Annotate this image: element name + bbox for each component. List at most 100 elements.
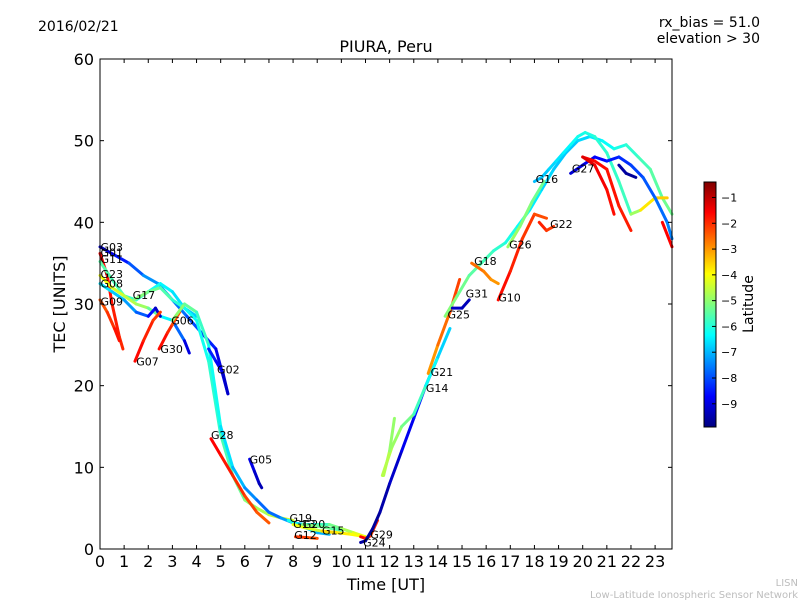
series-segment bbox=[157, 331, 170, 351]
satellite-label: G09 bbox=[100, 296, 123, 309]
series-segment bbox=[564, 139, 580, 155]
x-tick-label: 13 bbox=[404, 552, 424, 571]
satellite-label: G13 bbox=[293, 518, 316, 531]
series-segment bbox=[141, 318, 155, 343]
series-segment bbox=[141, 273, 160, 286]
x-tick-label: 0 bbox=[95, 552, 105, 571]
series-segment bbox=[443, 294, 459, 318]
x-tick-label: 18 bbox=[524, 552, 544, 571]
x-tick-label: 21 bbox=[597, 552, 617, 571]
satellite-label: G29 bbox=[370, 528, 393, 541]
series-segment bbox=[426, 343, 440, 375]
satellite-label: G03 bbox=[100, 241, 123, 254]
x-tick-label: 5 bbox=[216, 552, 226, 571]
satellite-label: G11 bbox=[100, 253, 123, 266]
series-segment bbox=[371, 510, 382, 531]
series-segment bbox=[158, 286, 174, 302]
colorbar bbox=[703, 181, 717, 428]
series-segment bbox=[605, 167, 621, 208]
series-segment bbox=[257, 482, 264, 490]
elevation-label: elevation > 30 bbox=[657, 31, 760, 47]
series-segment bbox=[146, 306, 158, 318]
satellite-label: G31 bbox=[466, 287, 489, 300]
series-segment bbox=[593, 135, 609, 155]
y-axis-label: TEC [UNITS] bbox=[50, 256, 69, 354]
series-segment bbox=[412, 384, 428, 416]
series-segment bbox=[112, 327, 121, 343]
series-segment bbox=[122, 298, 138, 314]
satellite-label: G14 bbox=[426, 382, 449, 395]
series-segment bbox=[528, 188, 544, 212]
series-segment bbox=[255, 506, 271, 517]
series-segment bbox=[532, 212, 548, 220]
x-tick-label: 22 bbox=[621, 552, 641, 571]
series-segment bbox=[569, 135, 580, 147]
series-unlabeled-33 bbox=[660, 220, 674, 249]
series-segment bbox=[182, 302, 199, 314]
series-segment bbox=[267, 510, 283, 520]
x-tick-label: 8 bbox=[288, 552, 298, 571]
series-segment bbox=[561, 143, 573, 155]
satellite-label: G15 bbox=[322, 524, 345, 537]
colorbar-tick-label: −1 bbox=[721, 191, 737, 204]
series-segment bbox=[134, 310, 150, 318]
x-tick-label: 23 bbox=[645, 552, 665, 571]
series-segment bbox=[600, 139, 616, 151]
series-segment bbox=[105, 310, 116, 330]
x-tick-label: 7 bbox=[264, 552, 274, 571]
series-segment bbox=[479, 249, 495, 265]
series-unlabeled-32 bbox=[581, 155, 616, 216]
satellite-label: G01 bbox=[100, 247, 123, 260]
series-segment bbox=[455, 273, 471, 298]
series-segment bbox=[390, 425, 404, 449]
satellite-label: G12 bbox=[294, 529, 317, 542]
series-segment bbox=[617, 204, 633, 232]
satellite-label: G24 bbox=[363, 537, 386, 550]
series-segment bbox=[98, 273, 114, 290]
series-g16 bbox=[532, 131, 669, 216]
series-segment bbox=[110, 302, 121, 339]
series-segment bbox=[400, 416, 416, 453]
series-segment bbox=[605, 155, 621, 163]
series-segment bbox=[496, 269, 512, 302]
series-g05 bbox=[248, 457, 264, 490]
series-segment bbox=[146, 286, 162, 294]
series-segment bbox=[207, 343, 223, 428]
series-segment bbox=[335, 531, 353, 536]
satellite-label: G05 bbox=[250, 453, 273, 466]
x-tick-label: 19 bbox=[548, 552, 568, 571]
series-segment bbox=[231, 465, 247, 490]
satellite-label: G26 bbox=[509, 238, 532, 251]
series-segment bbox=[639, 196, 657, 212]
series-segment bbox=[617, 155, 633, 167]
y-tick-label: 40 bbox=[74, 213, 94, 232]
series-segment bbox=[552, 151, 568, 171]
satellite-label: G30 bbox=[160, 343, 183, 356]
series-segment bbox=[327, 523, 343, 531]
x-tick-label: 2 bbox=[143, 552, 153, 571]
series-segment bbox=[489, 278, 500, 286]
series-segment bbox=[491, 241, 507, 253]
series-unlabeled-34 bbox=[382, 416, 396, 477]
series-segment bbox=[98, 260, 114, 281]
series-segment bbox=[182, 306, 199, 322]
x-tick-label: 15 bbox=[452, 552, 472, 571]
series-segment bbox=[315, 524, 334, 531]
series-segment bbox=[593, 163, 609, 192]
footer-lisn: LISN bbox=[776, 578, 798, 589]
satellite-label: G07 bbox=[136, 355, 159, 368]
series-segment bbox=[231, 474, 247, 498]
series-segment bbox=[605, 188, 616, 216]
series-segment bbox=[581, 155, 597, 167]
series-segment bbox=[363, 527, 375, 543]
series-segment bbox=[195, 318, 211, 363]
series-g27 bbox=[569, 155, 674, 241]
colorbar-tick-label: −8 bbox=[721, 372, 737, 385]
colorbar-tick-label: −7 bbox=[721, 346, 737, 359]
series-g18 bbox=[470, 261, 500, 286]
series-g22 bbox=[537, 220, 556, 232]
series-segment bbox=[339, 527, 355, 535]
series-segment bbox=[653, 196, 669, 224]
series-segment bbox=[158, 282, 174, 294]
colorbar-tick-label: −9 bbox=[721, 398, 737, 411]
